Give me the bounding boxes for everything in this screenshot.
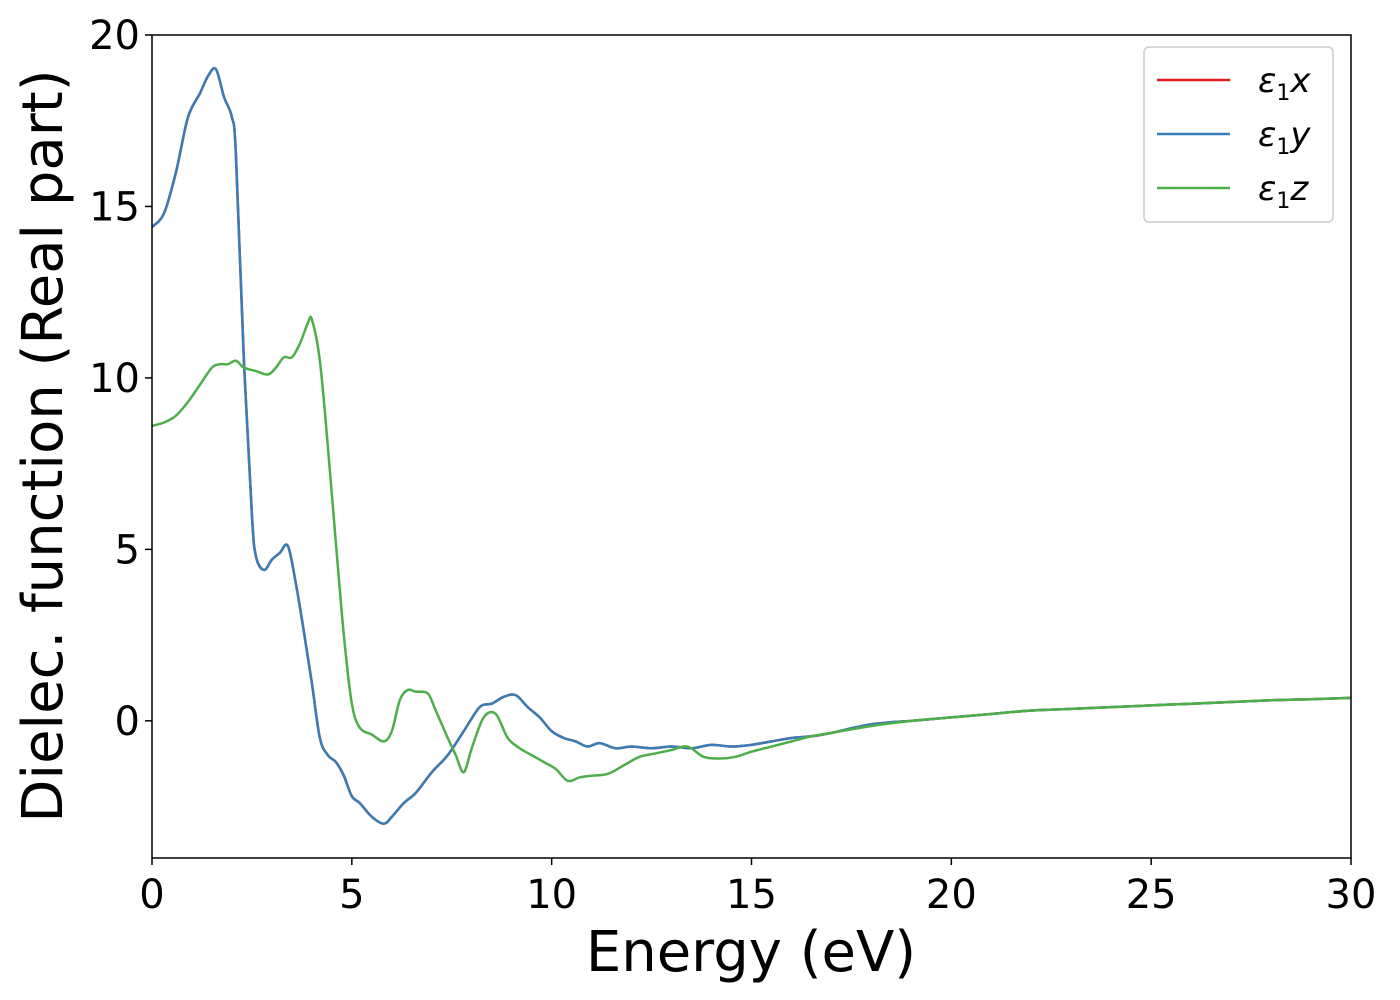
- y-axis-label: Dielec. function (Real part): [11, 69, 76, 822]
- legend-label-2: ε1y: [1258, 115, 1311, 160]
- series-line-3: [151, 315, 1352, 783]
- series-line-2: [151, 67, 1352, 825]
- legend: ε1x ε1y ε1z: [1143, 46, 1334, 223]
- legend-label-3: ε1z: [1258, 169, 1309, 214]
- x-tick-label: 25: [1126, 872, 1177, 918]
- y-tick-label: 15: [89, 184, 140, 230]
- x-tick-label: 20: [926, 872, 977, 918]
- x-tick-label: 10: [526, 872, 577, 918]
- y-tick-label: 0: [115, 699, 140, 745]
- y-tick-label: 20: [89, 13, 140, 59]
- y-tick-label: 10: [89, 356, 140, 402]
- x-tick-label: 0: [139, 872, 164, 918]
- x-tick-label: 30: [1326, 872, 1377, 918]
- x-tick-label: 15: [726, 872, 777, 918]
- y-tick-label: 5: [115, 527, 140, 573]
- legend-box: [1143, 46, 1334, 223]
- x-tick-label: 5: [339, 872, 364, 918]
- x-axis-label: Energy (eV): [586, 920, 916, 985]
- axis-ticks: 0 5 10 15 20 25 30 0 5 10 15 20: [89, 13, 1376, 918]
- legend-label-1: ε1x: [1258, 61, 1311, 106]
- series-lines: [151, 67, 1352, 825]
